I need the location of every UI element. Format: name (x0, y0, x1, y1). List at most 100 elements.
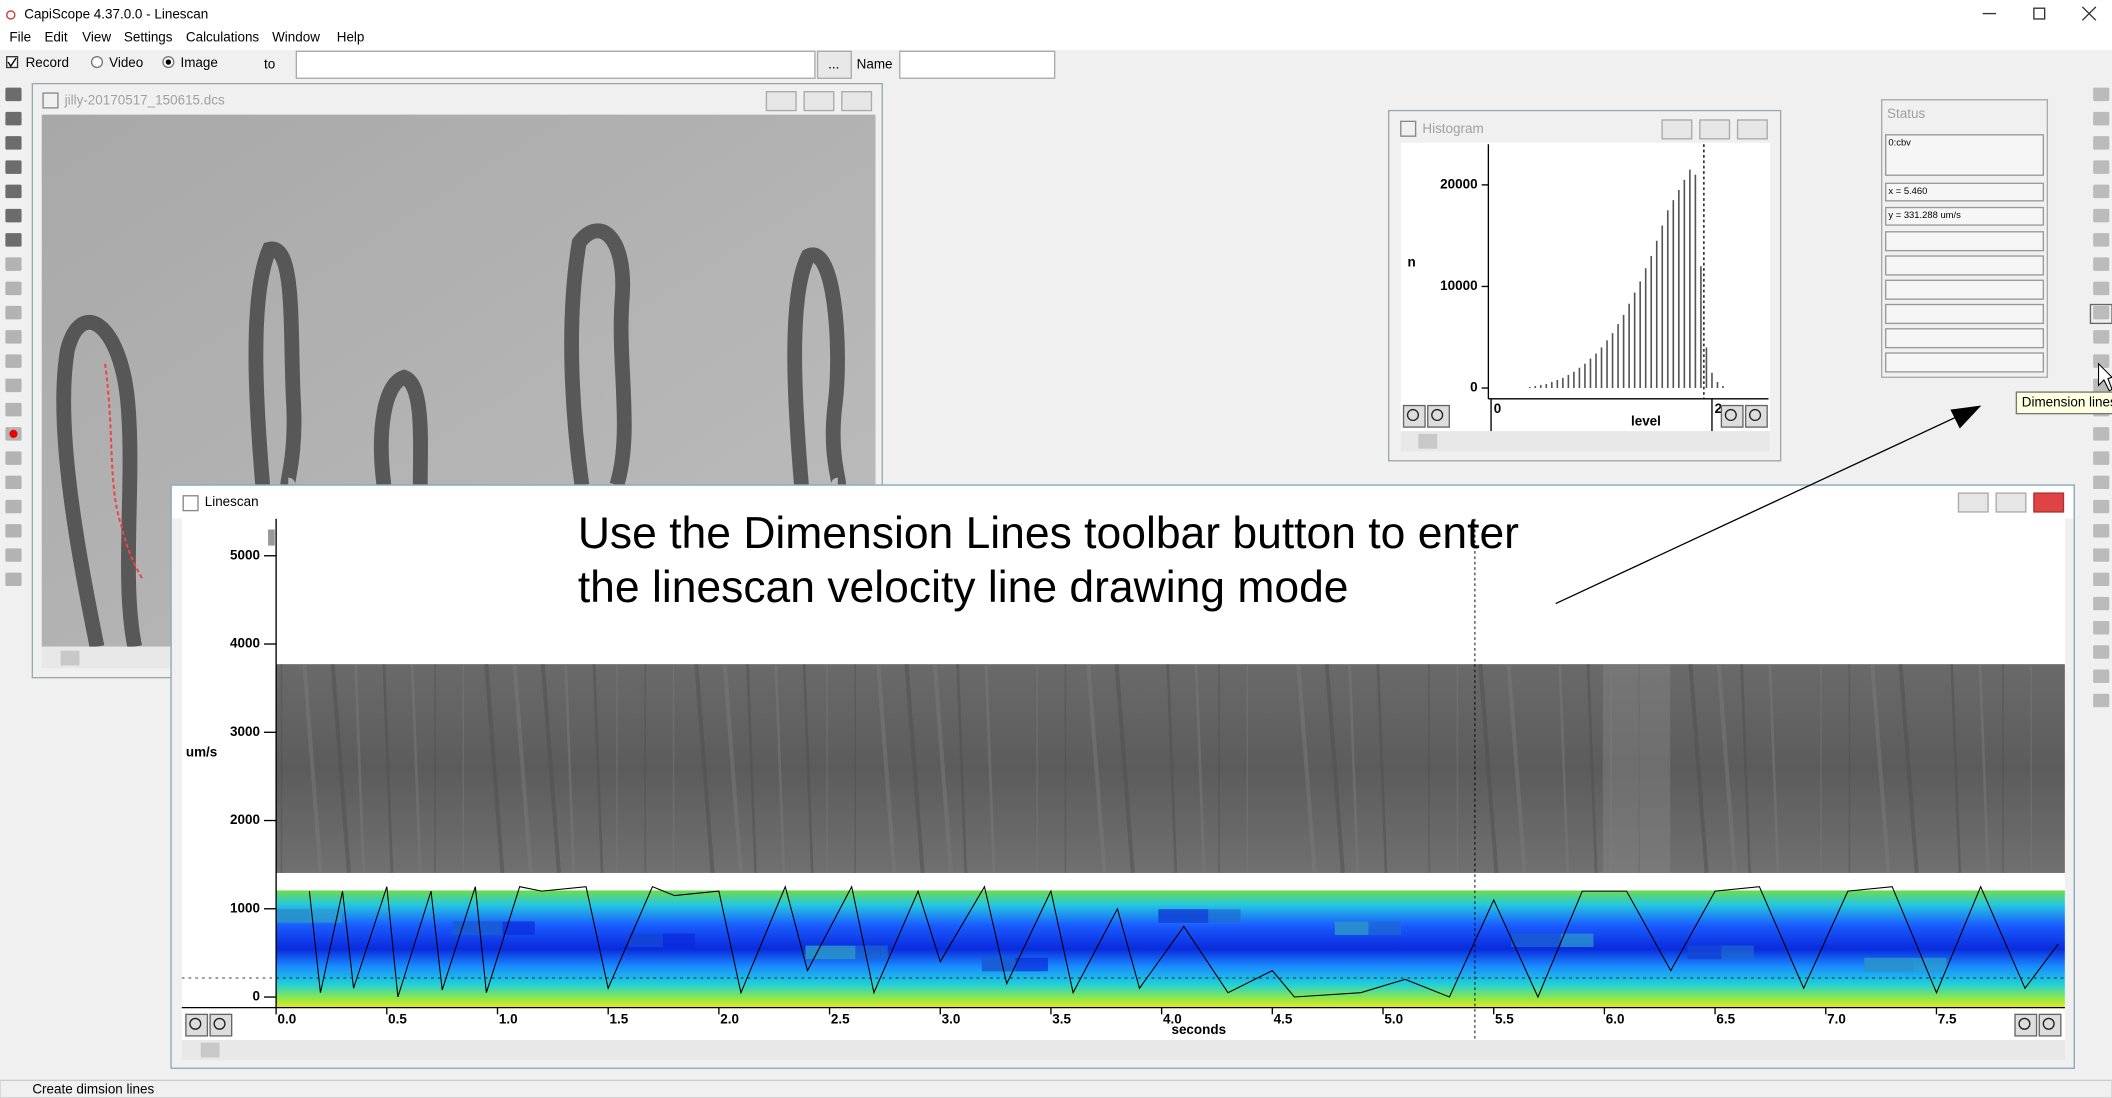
right-tool-button[interactable] (2093, 669, 2110, 684)
heatmap-patch (1687, 945, 1722, 960)
left-tool-button[interactable] (5, 499, 22, 514)
close-button[interactable] (2081, 6, 2097, 21)
left-tool-button[interactable] (5, 305, 22, 320)
left-tool-button[interactable] (5, 184, 22, 199)
y-tick-label: 0 (252, 989, 259, 1004)
left-tool-button[interactable] (5, 281, 22, 296)
menu-bar (0, 27, 2112, 50)
right-tool-button[interactable] (2093, 87, 2110, 102)
annotation-arrow (1555, 411, 1967, 605)
zoom-button[interactable] (1720, 404, 1744, 428)
left-tool-button[interactable] (5, 378, 22, 393)
right-tool-button[interactable] (2093, 281, 2110, 296)
window-close-button[interactable] (2033, 492, 2065, 513)
left-tool-button[interactable] (5, 233, 22, 247)
right-tool-button[interactable] (2093, 184, 2110, 199)
linescan-window: Linescan 0 1000 2000 3000 4000 5000 0.0 0.5 1.0 1.… (170, 411, 2075, 1069)
right-tool-button[interactable] (2093, 451, 2110, 465)
right-tool-button[interactable] (2093, 233, 2110, 247)
window-button[interactable] (1699, 119, 1731, 140)
menu-item[interactable]: Calculations (186, 29, 260, 44)
restore-button[interactable] (2033, 7, 2046, 20)
right-tool-button[interactable] (2093, 427, 2110, 441)
heatmap-patch (1511, 933, 1562, 948)
menu-item[interactable]: Help (337, 29, 365, 44)
left-tool-button[interactable] (5, 257, 22, 271)
browse-button[interactable] (816, 50, 852, 79)
histogram-bar (1600, 347, 1603, 389)
right-tool-button[interactable] (2093, 524, 2110, 538)
window-button[interactable] (1957, 492, 1989, 513)
right-tool-button[interactable] (2093, 621, 2110, 635)
right-tool-button[interactable] (2093, 208, 2110, 223)
path-input[interactable] (295, 50, 816, 79)
scroll-thumb[interactable] (1418, 433, 1438, 449)
left-tool-button[interactable] (5, 402, 22, 417)
right-tool-button[interactable] (2093, 596, 2110, 611)
right-tool-button[interactable] (2093, 499, 2110, 514)
menu-item[interactable]: Edit (44, 29, 67, 44)
right-tool-button[interactable] (2093, 548, 2110, 562)
left-tool-button[interactable] (5, 160, 22, 174)
image-streak (1296, 664, 1317, 874)
histogram-bar (1672, 200, 1675, 389)
right-tool-button[interactable] (2093, 330, 2110, 344)
zoom-button[interactable] (2014, 1013, 2038, 1037)
left-tool-button[interactable] (5, 208, 22, 223)
histogram-bar (1655, 240, 1658, 389)
histogram-bar (1545, 383, 1548, 389)
left-tool-button[interactable] (5, 548, 22, 562)
left-tool-button[interactable] (5, 87, 22, 102)
window-button[interactable] (765, 91, 797, 112)
heatmap-patch (1511, 933, 1594, 948)
right-tool-button[interactable] (2093, 693, 2110, 708)
name-input[interactable] (899, 50, 1056, 79)
right-tool-button[interactable] (2093, 136, 2110, 150)
window-button[interactable] (1736, 119, 1768, 140)
zoom-button[interactable] (1744, 404, 1768, 428)
left-tool-button[interactable] (5, 111, 22, 126)
left-tool-button[interactable] (5, 354, 22, 368)
left-tool-button[interactable] (5, 475, 22, 490)
right-tool-button[interactable] (2093, 475, 2110, 490)
right-tool-active[interactable] (2089, 303, 2112, 325)
vessel (373, 369, 428, 486)
menu-item[interactable]: File (9, 29, 31, 44)
window-button[interactable] (1661, 119, 1693, 140)
status-field (1885, 279, 2044, 300)
image-streak (904, 664, 925, 874)
window-button[interactable] (841, 91, 873, 112)
menu-item[interactable]: View (82, 29, 111, 44)
left-tool-button[interactable] (5, 572, 22, 587)
right-tool-button[interactable] (2093, 354, 2110, 368)
scroll-thumb[interactable] (60, 650, 80, 666)
window-button[interactable] (803, 91, 835, 112)
right-tool-button[interactable] (2093, 645, 2110, 659)
right-tool-button[interactable] (2093, 572, 2110, 587)
record-checkbox[interactable] (6, 56, 19, 69)
window-button[interactable] (1995, 492, 2027, 513)
image-streak (512, 664, 533, 874)
right-tool-button[interactable] (2093, 305, 2110, 320)
left-tool-button[interactable] (5, 136, 22, 150)
heatmap-patch (1864, 957, 1947, 972)
left-tool-button[interactable] (5, 524, 22, 538)
zoom-button[interactable] (1427, 404, 1450, 428)
zoom-button[interactable] (209, 1013, 233, 1037)
histogram-bar (1589, 358, 1592, 389)
zoom-button[interactable] (1402, 404, 1426, 428)
menu-item[interactable]: Settings (124, 29, 173, 44)
zoom-button[interactable] (185, 1013, 209, 1037)
histogram-bar (1711, 372, 1713, 389)
video-radio[interactable] (90, 56, 104, 69)
right-tool-button[interactable] (2093, 160, 2110, 174)
left-tool-button[interactable] (5, 330, 22, 344)
window-icon (42, 92, 59, 109)
scroll-thumb[interactable] (200, 1042, 220, 1058)
x-tick-label: 0.5 (388, 1011, 407, 1026)
right-tool-button[interactable] (2093, 111, 2110, 126)
menu-item[interactable]: Window (272, 29, 320, 44)
right-tool-button[interactable] (2093, 257, 2110, 271)
left-tool-button[interactable] (5, 451, 22, 465)
zoom-button[interactable] (2038, 1013, 2062, 1037)
